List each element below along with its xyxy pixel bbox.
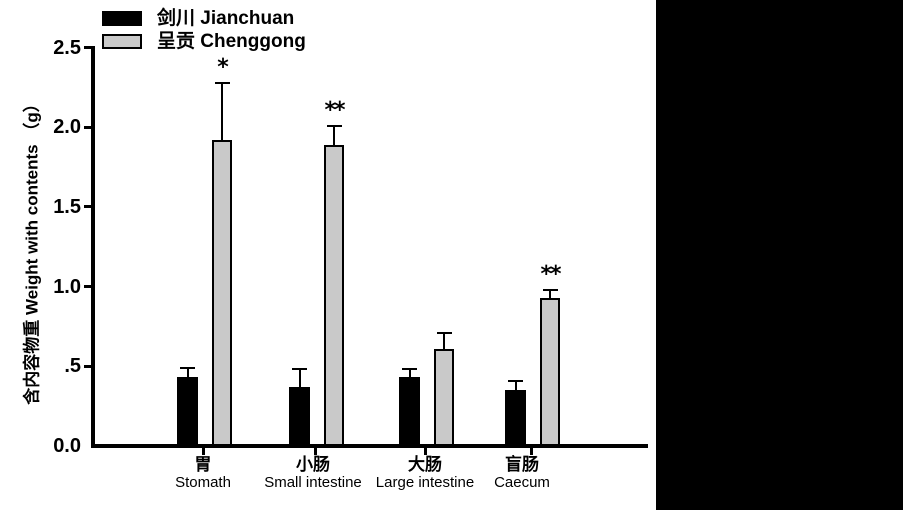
- legend-item-chenggong: 呈贡 Chenggong: [102, 30, 306, 53]
- error-bar-line: [443, 332, 445, 349]
- significance-marker: **: [540, 261, 561, 287]
- error-bar-cap: [402, 368, 417, 371]
- bar-chenggong-caecum: [540, 297, 560, 446]
- category-label-zh: 盲肠: [505, 455, 539, 474]
- error-bar-cap: [436, 331, 452, 334]
- significance-marker: **: [324, 97, 345, 123]
- category-label-en: Large intestine: [375, 474, 475, 491]
- y-tick-label: 2.5: [53, 36, 81, 59]
- bar-jianchuan-caecum: [505, 390, 526, 446]
- legend-item-jianchuan: 剑川 Jianchuan: [102, 7, 306, 30]
- significance-marker: *: [217, 54, 229, 80]
- bar-chenggong-large-intestine: [434, 348, 454, 446]
- legend-label-chenggong: 呈贡 Chenggong: [157, 31, 306, 52]
- category-label-en: Caecum: [494, 474, 550, 491]
- legend-swatch-chenggong: [102, 34, 142, 49]
- category-label-caecum: 盲肠 Caecum: [447, 455, 597, 492]
- legend-swatch-jianchuan: [102, 11, 142, 26]
- x-tick: [529, 448, 533, 455]
- y-tick-label: 0.0: [53, 435, 81, 457]
- bar-jianchuan-large-intestine: [399, 377, 420, 446]
- error-bar-cap: [214, 81, 230, 84]
- error-bar-line: [333, 125, 335, 145]
- category-label-en: Small intestine: [264, 474, 362, 491]
- category-label-large-intestine: 大肠 Large intestine: [350, 455, 500, 492]
- error-bar-cap: [326, 124, 342, 127]
- y-axis-line: [91, 46, 95, 448]
- category-label-zh: 小肠: [296, 455, 330, 474]
- y-tick: [84, 125, 91, 129]
- x-axis-line: [91, 444, 648, 448]
- y-tick: [84, 46, 91, 49]
- bar-chenggong-small-intestine: [324, 144, 344, 446]
- category-label-zh: 胃: [194, 455, 212, 474]
- y-tick-label: 1.5: [53, 195, 81, 218]
- bar-jianchuan-small-intestine: [289, 387, 310, 446]
- error-bar-cap: [180, 366, 195, 369]
- bar-chenggong-stomath: [212, 139, 232, 446]
- category-label-small-intestine: 小肠 Small intestine: [238, 455, 388, 492]
- plot-area: 0.0.5 1.0 1.5 2.0 2.5 胃 Stomath 小肠 Small intesti…: [53, 36, 648, 492]
- category-label-zh: 大肠: [408, 455, 442, 474]
- category-label-stomath: 胃 Stomath: [128, 455, 278, 492]
- error-bar-line: [298, 369, 301, 388]
- y-tick: [84, 205, 91, 209]
- y-axis-title: 含内容物重 Weight with contents （g）: [22, 95, 42, 405]
- y-tick-label: .5: [64, 355, 81, 378]
- chart-legend: 剑川 Jianchuan 呈贡 Chenggong: [102, 7, 306, 53]
- right-black-panel: [656, 0, 903, 510]
- error-bar-cap: [542, 288, 558, 291]
- error-bar-cap: [508, 379, 523, 382]
- y-tick: [84, 285, 91, 289]
- legend-label-jianchuan: 剑川 Jianchuan: [157, 8, 295, 29]
- error-bar-cap: [292, 368, 307, 371]
- y-tick-label: 1.0: [53, 275, 81, 298]
- bar-jianchuan-stomath: [177, 377, 198, 446]
- x-tick: [423, 448, 427, 455]
- error-bar-line: [221, 82, 223, 140]
- error-bar-line: [514, 380, 517, 391]
- error-bar-line: [549, 289, 551, 298]
- x-tick: [313, 448, 317, 455]
- error-bar-line: [408, 369, 411, 378]
- y-tick: [84, 364, 91, 368]
- error-bar-line: [186, 367, 189, 378]
- category-label-en: Stomath: [175, 474, 231, 491]
- y-tick-label: 2.0: [53, 116, 81, 139]
- x-tick: [201, 448, 205, 455]
